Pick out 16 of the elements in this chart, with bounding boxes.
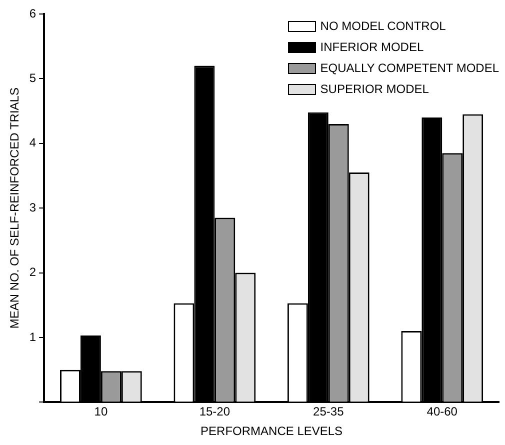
legend-label: SUPERIOR MODEL bbox=[320, 81, 429, 98]
x-tick-label: 25-35 bbox=[313, 404, 344, 419]
y-tick-label: 5 bbox=[29, 71, 36, 86]
y-tick-label: 4 bbox=[29, 136, 36, 150]
legend-label: INFERIOR MODEL bbox=[320, 39, 424, 56]
x-tick-label: 15-20 bbox=[199, 404, 230, 419]
y-tick-label: 2 bbox=[29, 265, 36, 280]
legend-label: NO MODEL CONTROL bbox=[320, 18, 446, 35]
x-axis-title: PERFORMANCE LEVELS bbox=[200, 424, 343, 438]
x-tick-label: 10 bbox=[94, 404, 108, 419]
y-tick-label: 6 bbox=[29, 6, 36, 20]
y-axis-title: MEAN NO. OF SELF-REINFORCED TRIALS bbox=[8, 88, 22, 329]
y-tick-label: 1 bbox=[29, 330, 36, 344]
x-tick-label: 40-60 bbox=[426, 404, 458, 419]
y-tick-label: 3 bbox=[29, 200, 36, 214]
legend-label: EQUALLY COMPETENT MODEL bbox=[320, 60, 499, 77]
